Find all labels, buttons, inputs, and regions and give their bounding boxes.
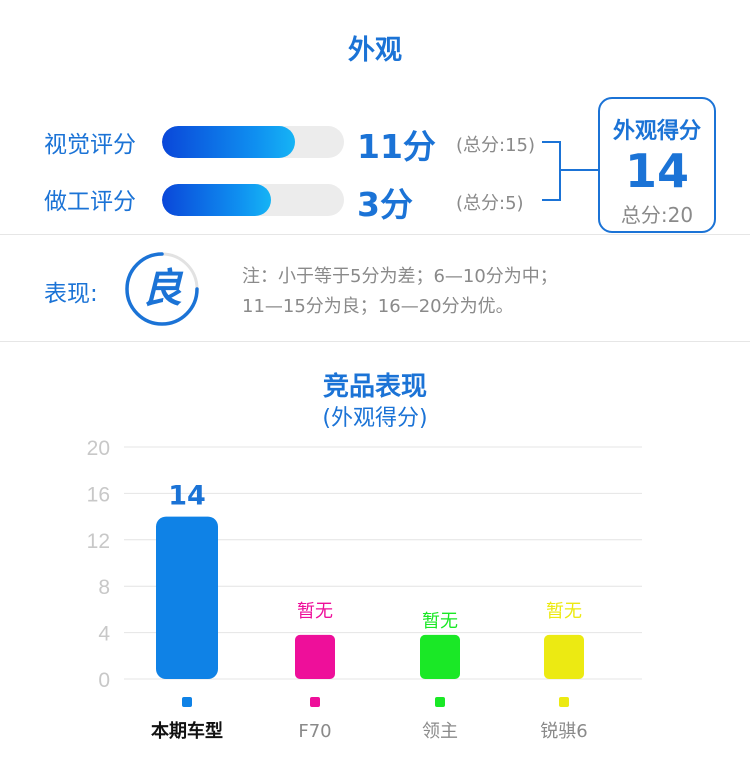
craft-score-bar-fill: [162, 184, 272, 216]
visual-score-bar-fill: [162, 126, 296, 158]
y-tick-label: 12: [87, 530, 110, 553]
total-score-sub: 总分:20: [620, 203, 694, 227]
divider-bottom: [0, 341, 750, 342]
craft-score-label: 做工评分: [44, 189, 136, 215]
bar-1: [295, 634, 335, 679]
y-tick-label: 8: [98, 576, 110, 599]
bar-0: [156, 516, 218, 679]
data-label-3: 暂无: [546, 601, 582, 622]
craft-score-bar: [162, 184, 344, 216]
performance-label: 表现:: [44, 281, 98, 307]
y-tick-label: 20: [87, 437, 110, 460]
category-label-0: 本期车型: [151, 720, 223, 742]
data-label-1: 暂无: [297, 601, 333, 622]
total-score-value: 14: [624, 144, 689, 198]
craft-score-total: (总分:5): [456, 193, 524, 214]
legend-dot-0: [182, 697, 192, 707]
data-label-0: 14: [168, 481, 206, 512]
category-label-3: 锐骐6: [540, 721, 587, 742]
bracket-top: [542, 141, 561, 143]
data-label-2: 暂无: [422, 611, 458, 632]
visual-score-bar: [162, 126, 344, 158]
visual-score-value: 11分: [357, 127, 436, 166]
y-tick-label: 0: [98, 669, 110, 692]
bracket-vertical: [559, 141, 561, 201]
y-tick-label: 4: [98, 623, 110, 646]
total-score-title: 外观得分: [612, 119, 701, 144]
chart-subtitle: (外观得分): [322, 406, 428, 431]
chart-title: 竞品表现: [322, 372, 427, 402]
category-label-1: F70: [298, 721, 331, 742]
bracket-bottom: [542, 199, 561, 201]
divider-top: [0, 234, 750, 235]
craft-score-value: 3分: [357, 185, 413, 224]
grade-ring-icon: [125, 252, 199, 326]
legend-dot-3: [559, 697, 569, 707]
bar-3: [544, 634, 584, 679]
y-tick-label: 16: [87, 483, 110, 506]
bracket-connector: [559, 169, 598, 171]
grade-note-line2: 11—15分为良；16—20分为优。: [242, 296, 514, 317]
category-label-2: 领主: [422, 721, 458, 742]
visual-score-total: (总分:15): [456, 135, 536, 156]
bar-2: [420, 634, 460, 679]
legend-dot-1: [310, 697, 320, 707]
total-score-box: 外观得分 14 总分:20: [598, 97, 716, 233]
legend-dot-2: [435, 697, 445, 707]
page-title: 外观: [348, 35, 402, 66]
grade-note-line1: 注：小于等于5分为差；6—10分为中；: [242, 266, 558, 287]
grade-badge: 良: [142, 266, 182, 312]
visual-score-label: 视觉评分: [44, 132, 136, 158]
